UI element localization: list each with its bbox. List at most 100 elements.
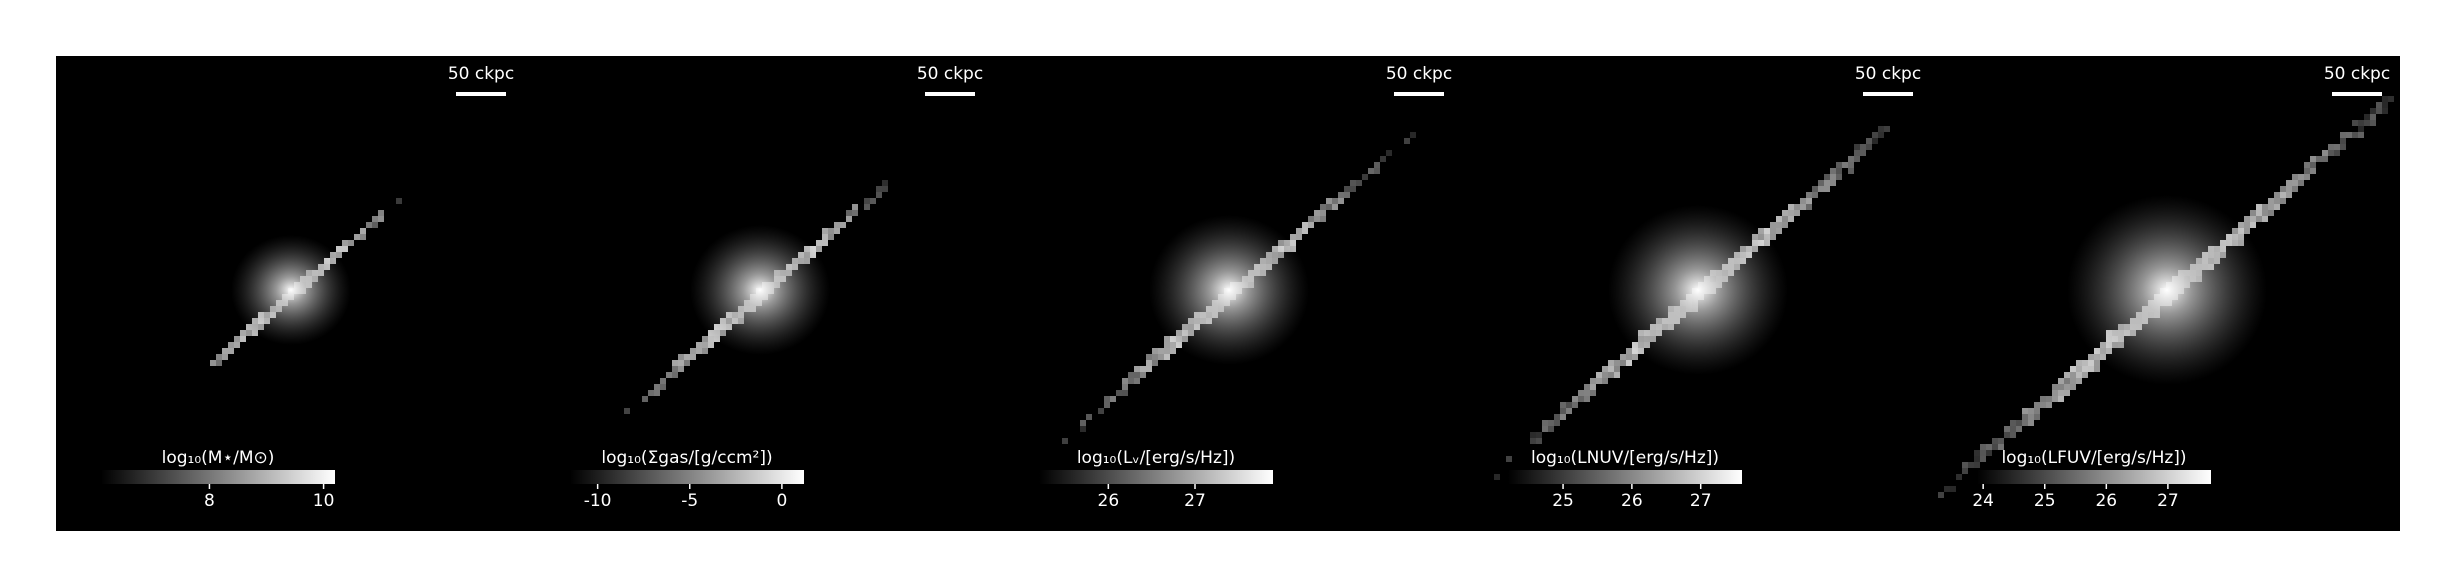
- pixel: [1824, 174, 1830, 180]
- panel: 50 ckpc log₁₀(LNUV/[erg/s/Hz]) 25 26 27: [1494, 64, 1921, 511]
- pixel: [1548, 420, 1554, 426]
- pixel: [1836, 168, 1842, 174]
- pixel: [864, 198, 870, 204]
- pixel: [2076, 360, 2082, 366]
- pixel: [846, 210, 852, 216]
- pixel: [642, 396, 648, 402]
- pixel: [2070, 384, 2076, 390]
- pixel: [882, 180, 888, 186]
- pixel: [2052, 384, 2058, 390]
- pixel: [828, 234, 834, 240]
- pixel: [2310, 162, 2316, 168]
- pixel: [2244, 216, 2250, 222]
- pixel: [2016, 426, 2022, 432]
- pixel: [1350, 180, 1356, 186]
- pixel: [882, 186, 888, 192]
- pixel: [1308, 222, 1314, 228]
- scalebar-label: 50 ckpc: [1386, 64, 1452, 84]
- pixel: [2058, 390, 2064, 396]
- panel: 50 ckpc log₁₀(Lᵥ/[erg/s/Hz]) 26 27: [1039, 64, 1452, 511]
- pixel: [1860, 150, 1866, 156]
- pixel: [2082, 360, 2088, 366]
- pixel: [1602, 378, 1608, 384]
- pixel: [2034, 408, 2040, 414]
- colorbar-label: log₁₀(Lᵥ/[erg/s/Hz]): [1077, 448, 1235, 468]
- pixel: [1854, 150, 1860, 156]
- pixel: [1122, 378, 1128, 384]
- pixel: [2034, 402, 2040, 408]
- pixel: [1986, 450, 1992, 456]
- pixel: [396, 198, 402, 204]
- pixel: [210, 360, 216, 366]
- pixel: [1386, 150, 1392, 156]
- pixel: [2262, 210, 2268, 216]
- pixel: [1578, 396, 1584, 402]
- pixel: [234, 336, 240, 342]
- pixel: [372, 216, 378, 222]
- pixel: [1812, 192, 1818, 198]
- colorbar-tick-label: 25: [1552, 491, 1574, 511]
- pixel: [2010, 420, 2016, 426]
- pixel: [1776, 228, 1782, 234]
- pixel: [2340, 138, 2346, 144]
- colorbar: [1508, 470, 1742, 484]
- pixel: [1830, 174, 1836, 180]
- pixel: [1128, 378, 1134, 384]
- pixel: [1596, 378, 1602, 384]
- pixel: [2088, 360, 2094, 366]
- pixel: [2250, 222, 2256, 228]
- pixel: [1374, 162, 1380, 168]
- pixel: [864, 204, 870, 210]
- pixel: [1530, 438, 1536, 444]
- pixel: [1380, 156, 1386, 162]
- pixel: [378, 216, 384, 222]
- pixel: [228, 342, 234, 348]
- pixel: [2064, 372, 2070, 378]
- pixel: [672, 366, 678, 372]
- pixel: [2268, 198, 2274, 204]
- pixel: [234, 342, 240, 348]
- colorbar-tick-label: 24: [1972, 491, 1994, 511]
- pixel: [1620, 354, 1626, 360]
- pixel: [342, 240, 348, 246]
- pixel: [1770, 228, 1776, 234]
- pixel: [1854, 144, 1860, 150]
- colorbar-tick-label: 0: [776, 491, 787, 511]
- pixel: [2286, 186, 2292, 192]
- pixel: [1320, 204, 1326, 210]
- pixel: [1314, 216, 1320, 222]
- pixel: [2292, 186, 2298, 192]
- pixel: [624, 408, 630, 414]
- pixel: [666, 372, 672, 378]
- pixel: [1602, 372, 1608, 378]
- pixel: [1626, 348, 1632, 354]
- pixel: [1608, 360, 1614, 366]
- pixel: [1152, 360, 1158, 366]
- pixel: [2016, 420, 2022, 426]
- scalebar-label: 50 ckpc: [448, 64, 514, 84]
- pixel: [1332, 204, 1338, 210]
- colorbar-tick-label: 25: [2034, 491, 2056, 511]
- pixel: [2304, 168, 2310, 174]
- pixel: [2004, 432, 2010, 438]
- pixel: [2382, 96, 2388, 102]
- galaxy-core: [1608, 205, 1788, 375]
- colorbar-tick-label: 26: [1098, 491, 1120, 511]
- pixel: [1776, 216, 1782, 222]
- pixel: [1776, 222, 1782, 228]
- pixel: [1944, 486, 1950, 492]
- pixel: [2334, 150, 2340, 156]
- pixel: [1332, 198, 1338, 204]
- pixel: [2352, 120, 2358, 126]
- pixel: [1290, 234, 1296, 240]
- pixel: [1290, 240, 1296, 246]
- pixel: [1560, 402, 1566, 408]
- pixel: [1086, 414, 1092, 420]
- pixel: [1368, 168, 1374, 174]
- pixel: [240, 330, 246, 336]
- pixel: [1314, 210, 1320, 216]
- pixel: [1800, 198, 1806, 204]
- pixel: [708, 342, 714, 348]
- pixel: [2304, 174, 2310, 180]
- pixel: [1608, 372, 1614, 378]
